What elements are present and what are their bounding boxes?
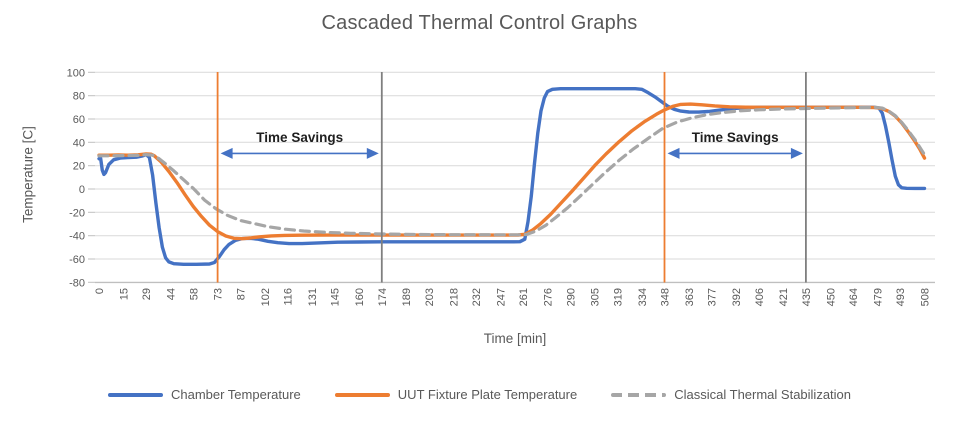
arrow-head-right-icon	[366, 147, 379, 159]
annotation-time-savings-2: Time Savings	[667, 130, 803, 159]
arrow-head-right-icon	[790, 147, 803, 159]
x-axis-title: Time [min]	[483, 331, 547, 346]
legend-label-chamber-temperature: Chamber Temperature	[170, 387, 301, 402]
legend-item-uut-fixture-plate-temperature: UUT Fixture Plate Temperature	[334, 387, 578, 402]
x-tick-label: 348	[660, 288, 672, 306]
series-line-chamber-temperature	[97, 86, 927, 266]
x-tick-label: 493	[895, 288, 907, 306]
x-tick-label: 102	[260, 288, 272, 306]
x-tick-label: 116	[283, 288, 295, 306]
x-tick-label: 58	[188, 288, 200, 300]
x-tick-label: 203	[424, 288, 436, 306]
legend-swatch-uut-fixture-plate-temperature	[334, 392, 390, 397]
y-tick-label: 100	[67, 67, 85, 79]
y-tick-label: 80	[73, 91, 85, 103]
x-tick-label: 160	[354, 288, 366, 306]
x-tick-label: 464	[848, 288, 860, 306]
x-tick-label: 421	[778, 288, 790, 306]
arrow-head-left-icon	[667, 147, 680, 159]
x-tick-label: 218	[448, 288, 460, 306]
x-tick-label: 174	[377, 288, 389, 306]
legend-label-uut-fixture-plate-temperature: UUT Fixture Plate Temperature	[397, 387, 578, 402]
chart-title: Cascaded Thermal Control Graphs	[321, 12, 638, 34]
x-tick-label: 450	[825, 288, 837, 306]
legend-item-classical-thermal-stabilization: Classical Thermal Stabilization	[611, 387, 851, 402]
x-tick-label: 319	[612, 288, 624, 306]
x-tick-label: 435	[801, 288, 813, 306]
series-line-classical-thermal-stabilization	[97, 105, 927, 237]
annotation-time-savings-1: Time Savings	[220, 130, 379, 159]
x-tick-label: 131	[307, 288, 319, 306]
x-tick-label: 87	[235, 288, 247, 300]
x-tick-label: 290	[565, 288, 577, 306]
x-tick-label: 44	[166, 288, 178, 300]
y-tick-label: 0	[79, 184, 85, 196]
legend-swatch-chamber-temperature	[107, 392, 163, 397]
x-tick-label: 189	[401, 288, 413, 306]
y-axis-tick-labels: -80 -60 -40 -20 0 20 40 60 80 100	[67, 67, 85, 289]
y-tick-label: -20	[69, 207, 85, 219]
x-tick-label: 479	[872, 288, 884, 306]
x-tick-label: 363	[684, 288, 696, 306]
annotation-label: Time Savings	[692, 130, 779, 145]
x-tick-label: 73	[213, 288, 225, 300]
series-line-uut-fixture-plate-temperature	[97, 102, 927, 241]
gridlines	[88, 71, 935, 283]
annotation-label: Time Savings	[256, 130, 343, 145]
y-tick-label: 60	[73, 114, 85, 126]
legend-label-classical-thermal-stabilization: Classical Thermal Stabilization	[674, 387, 852, 402]
x-tick-label: 261	[518, 288, 530, 306]
x-tick-label: 145	[330, 288, 342, 306]
legend-item-chamber-temperature: Chamber Temperature	[107, 387, 301, 402]
legend-swatch-classical-thermal-stabilization	[611, 392, 667, 397]
x-tick-label: 508	[920, 288, 932, 306]
y-tick-label: 40	[73, 137, 85, 149]
x-tick-label: 377	[707, 288, 719, 306]
legend: Chamber Temperature UUT Fixture Plate Te…	[0, 387, 959, 402]
x-tick-label: 334	[637, 288, 649, 306]
x-tick-label: 15	[118, 288, 130, 300]
y-tick-label: -40	[69, 231, 85, 243]
x-tick-label: 247	[495, 288, 507, 306]
arrow-head-left-icon	[220, 147, 233, 159]
x-axis-tick-labels: 0 15 29 44 58 73 87 102 116 131 145 160 174 189 203 218…	[94, 288, 932, 306]
x-tick-label: 305	[590, 288, 602, 306]
y-tick-label: 20	[73, 161, 85, 173]
x-tick-label: 276	[543, 288, 555, 306]
x-tick-label: 232	[471, 288, 483, 306]
x-tick-label: 0	[94, 288, 106, 294]
x-tick-label: 29	[141, 288, 153, 300]
y-tick-label: -60	[69, 254, 85, 266]
x-tick-label: 406	[754, 288, 766, 306]
x-tick-label: 392	[731, 288, 743, 306]
y-tick-label: -80	[69, 277, 85, 289]
